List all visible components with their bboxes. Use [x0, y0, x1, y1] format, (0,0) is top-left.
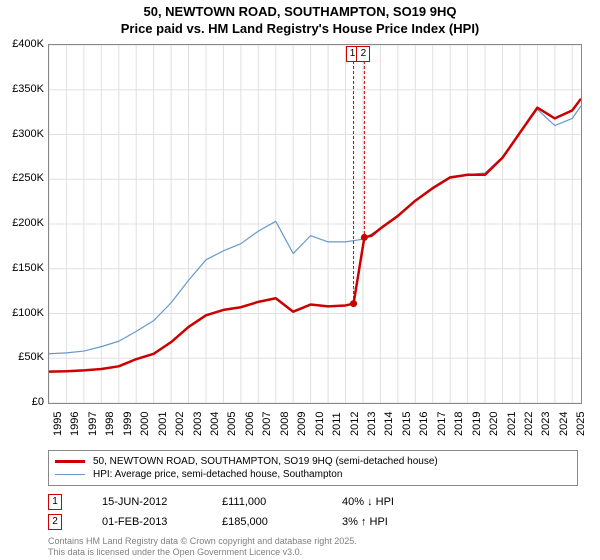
xtick-label: 1999 [122, 412, 134, 436]
plot-area [48, 44, 582, 404]
xtick-label: 2018 [453, 412, 465, 436]
xtick-label: 1996 [69, 412, 81, 436]
xtick-label: 2013 [366, 412, 378, 436]
title-line-1: 50, NEWTOWN ROAD, SOUTHAMPTON, SO19 9HQ [143, 4, 456, 19]
legend-item-price-paid: 50, NEWTOWN ROAD, SOUTHAMPTON, SO19 9HQ … [55, 455, 571, 468]
xtick-label: 2001 [157, 412, 169, 436]
ytick-label: £250K [12, 172, 44, 184]
legend-label-hpi: HPI: Average price, semi-detached house,… [93, 469, 342, 480]
legend-swatch-hpi [55, 474, 85, 476]
xtick-label: 1995 [52, 412, 64, 436]
xtick-label: 1998 [104, 412, 116, 436]
xtick-label: 2017 [436, 412, 448, 436]
ytick-label: £0 [32, 396, 44, 408]
xtick-label: 2002 [174, 412, 186, 436]
xtick-label: 2005 [226, 412, 238, 436]
xtick-label: 2008 [279, 412, 291, 436]
legend-label-price-paid: 50, NEWTOWN ROAD, SOUTHAMPTON, SO19 9HQ … [93, 456, 438, 467]
plot-svg [49, 45, 581, 403]
ytick-label: £100K [12, 307, 44, 319]
xtick-label: 2006 [244, 412, 256, 436]
xtick-label: 2003 [192, 412, 204, 436]
sale-date-1: 15-JUN-2012 [102, 496, 182, 508]
xtick-label: 2000 [139, 412, 151, 436]
xtick-label: 2023 [540, 412, 552, 436]
sale-price-2: £185,000 [222, 516, 302, 528]
xtick-label: 2009 [296, 412, 308, 436]
sale-price-1: £111,000 [222, 496, 302, 508]
ytick-label: £400K [12, 38, 44, 50]
xtick-label: 2021 [506, 412, 518, 436]
xtick-label: 2014 [383, 412, 395, 436]
sale-row-2: 2 01-FEB-2013 £185,000 3% ↑ HPI [48, 514, 422, 530]
footer-line-1: Contains HM Land Registry data © Crown c… [48, 536, 357, 546]
ytick-label: £150K [12, 262, 44, 274]
xtick-label: 2011 [331, 412, 343, 436]
xtick-label: 2019 [471, 412, 483, 436]
xtick-label: 2015 [401, 412, 413, 436]
xtick-label: 2024 [558, 412, 570, 436]
legend: 50, NEWTOWN ROAD, SOUTHAMPTON, SO19 9HQ … [48, 450, 578, 486]
ytick-label: £200K [12, 217, 44, 229]
chart-sale-marker-2: 2 [356, 46, 370, 62]
sale-marker-2: 2 [48, 514, 62, 530]
xtick-label: 2025 [575, 412, 587, 436]
ytick-label: £300K [12, 128, 44, 140]
sale-marker-1: 1 [48, 494, 62, 510]
xtick-label: 1997 [87, 412, 99, 436]
xtick-label: 2004 [209, 412, 221, 436]
xtick-label: 2020 [488, 412, 500, 436]
sale-delta-2: 3% ↑ HPI [342, 516, 422, 528]
xtick-label: 2012 [349, 412, 361, 436]
ytick-label: £350K [12, 83, 44, 95]
legend-item-hpi: HPI: Average price, semi-detached house,… [55, 468, 571, 481]
title-line-2: Price paid vs. HM Land Registry's House … [121, 21, 480, 36]
xtick-label: 2022 [523, 412, 535, 436]
sale-row-1: 1 15-JUN-2012 £111,000 40% ↓ HPI [48, 494, 422, 510]
chart-title: 50, NEWTOWN ROAD, SOUTHAMPTON, SO19 9HQ … [0, 0, 600, 38]
sale-date-2: 01-FEB-2013 [102, 516, 182, 528]
footer-note: Contains HM Land Registry data © Crown c… [48, 536, 357, 558]
footer-line-2: This data is licensed under the Open Gov… [48, 547, 302, 557]
xtick-label: 2010 [314, 412, 326, 436]
chart-container: 50, NEWTOWN ROAD, SOUTHAMPTON, SO19 9HQ … [0, 0, 600, 560]
xtick-label: 2016 [418, 412, 430, 436]
xtick-label: 2007 [261, 412, 273, 436]
legend-swatch-price-paid [55, 460, 85, 463]
sale-delta-1: 40% ↓ HPI [342, 496, 422, 508]
ytick-label: £50K [18, 351, 44, 363]
